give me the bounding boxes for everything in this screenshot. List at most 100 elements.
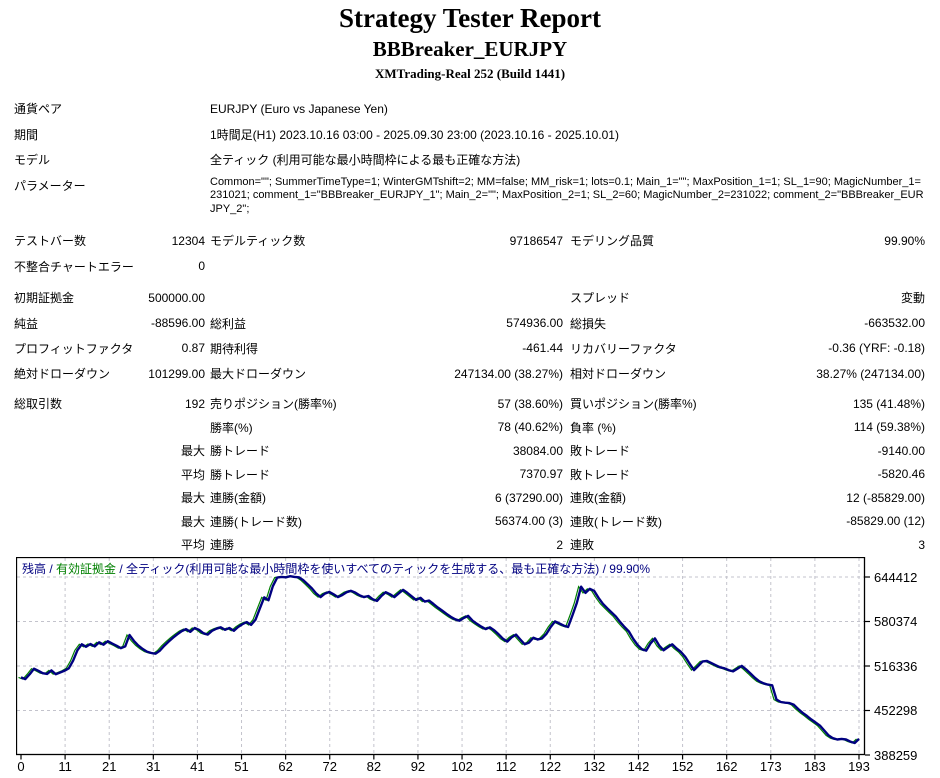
- stat-value: 99.90%: [884, 233, 925, 248]
- x-axis-label: 173: [759, 759, 782, 774]
- x-axis-label: 82: [366, 759, 382, 774]
- stat-label: 連敗: [570, 538, 595, 553]
- stat-value: 12 (-85829.00): [846, 490, 925, 505]
- stat-label: 不整合チャートエラー: [14, 259, 134, 274]
- stat-label: モデリング品質: [570, 234, 655, 249]
- x-axis-label: 132: [583, 759, 606, 774]
- stats-row: 純益 -88596.00 総利益 574936.00 総損失 -663532.00: [14, 310, 925, 335]
- stats-row: テストバー数 12304 モデルティック数 97186547 モデリング品質 99.90%: [14, 228, 925, 254]
- y-axis-label: 452298: [874, 703, 918, 718]
- report-header: Strategy Tester Report BBBreaker_EURJPY …: [0, 0, 940, 82]
- x-axis-label: 11: [58, 759, 72, 774]
- info-row: パラメーター Common=""; SummerTimeType=1; Winte…: [14, 173, 925, 233]
- y-axis-label: 516336: [874, 658, 918, 674]
- stat-label: 連敗(トレード数): [570, 514, 662, 529]
- stat-label: 勝トレード: [210, 467, 271, 482]
- legend-segment: /: [46, 562, 57, 576]
- stat-value: -85829.00 (12): [846, 514, 925, 529]
- stats-row: 平均 連勝 2 連敗 3: [14, 533, 925, 557]
- stat-value: 247134.00 (38.27%): [454, 366, 563, 381]
- stat-label: 総取引数: [14, 397, 63, 412]
- stats-row: 初期証拠金 500000.00 スプレッド 変動: [14, 285, 925, 310]
- stat-value: 97186547: [509, 233, 563, 248]
- stat-label: 敗トレード: [570, 467, 631, 482]
- stat-label: 相対ドローダウン: [570, 367, 667, 382]
- info-label: パラメーター: [14, 178, 86, 193]
- x-axis-label: 0: [17, 759, 25, 774]
- stat-value: 平均: [180, 538, 205, 553]
- x-axis-label: 162: [715, 759, 738, 774]
- x-axis-label: 31: [146, 759, 161, 774]
- info-value: 1時間足(H1) 2023.10.16 03:00 - 2025.09.30 2…: [210, 127, 619, 142]
- x-axis-label: 183: [804, 759, 826, 774]
- stats-row: 最大 連勝(金額) 6 (37290.00) 連敗(金額) 12 (-85829.00): [14, 486, 925, 510]
- stat-value: 192: [184, 396, 205, 411]
- test-info-table: 通貨ペア EURJPY (Euro vs Japanese Yen) 期間 1時間足(…: [14, 96, 925, 233]
- legend-segment: 有効証拠金: [56, 562, 117, 576]
- y-axis-label: 580374: [874, 614, 918, 629]
- stat-value: -461.44: [522, 341, 563, 356]
- stat-value: -5820.46: [877, 467, 925, 482]
- stats-row: プロフィットファクタ 0.87 期待利得 -461.44 リカバリーファクタ -0.36 …: [14, 336, 925, 361]
- y-axis-label: 644412: [874, 569, 918, 585]
- stat-value: 57 (38.60%): [497, 396, 563, 411]
- stat-label: 負率 (%): [570, 420, 616, 435]
- stats-row: 最大 勝トレード 38084.00 敗トレード -9140.00: [14, 439, 925, 463]
- stats-row: 絶対ドローダウン 101299.00 最大ドローダウン 247134.00 (38.2…: [14, 361, 925, 386]
- stat-label: 総損失: [570, 316, 607, 331]
- stat-label: 連勝: [210, 538, 235, 553]
- stat-label: テストバー数: [14, 234, 87, 249]
- stat-label: 初期証拠金: [14, 291, 75, 306]
- stat-label: 期待利得: [210, 341, 259, 356]
- info-label: モデル: [14, 153, 51, 168]
- stat-value: 78 (40.62%): [497, 420, 563, 435]
- info-value: EURJPY (Euro vs Japanese Yen): [210, 101, 388, 116]
- x-axis-label: 102: [451, 759, 473, 774]
- balance-chart: 残高 / 有効証拠金 / 全ティック(利用可能な最小時間枠を使いすべてのティック…: [16, 557, 940, 778]
- stats-row: 平均 勝トレード 7370.97 敗トレード -5820.46: [14, 463, 925, 487]
- x-axis-label: 152: [671, 759, 694, 774]
- stat-value: 3: [918, 537, 925, 552]
- stat-value: -0.36 (YRF: -0.18): [828, 341, 925, 356]
- info-row: 期間 1時間足(H1) 2023.10.16 03:00 - 2025.09.30…: [14, 122, 925, 148]
- ea-name: BBBreaker_EURJPY: [372, 37, 568, 61]
- stat-value: 56374.00 (3): [494, 514, 563, 529]
- x-axis-label: 193: [848, 759, 870, 774]
- stat-value: 0.87: [181, 341, 205, 356]
- x-axis-label: 112: [495, 759, 517, 774]
- stat-value: 101299.00: [148, 366, 205, 381]
- stat-label: プロフィットファクタ: [14, 341, 134, 356]
- stat-label: リカバリーファクタ: [570, 341, 677, 356]
- x-axis-label: 41: [190, 759, 205, 774]
- stat-value: 500000.00: [148, 290, 205, 305]
- stat-value: 0: [198, 259, 205, 274]
- y-axis-label: 388259: [874, 747, 918, 763]
- server-build: XMTrading-Real 252 (Build 1441): [374, 66, 566, 81]
- stat-value: 平均: [180, 467, 205, 482]
- stat-label: 純益: [14, 316, 39, 331]
- stat-label: モデルティック数: [210, 234, 306, 249]
- chart-canvas: [16, 557, 870, 760]
- stat-value: -88596.00: [150, 316, 205, 331]
- stat-value: 最大: [180, 491, 205, 506]
- stat-label: 敗トレード: [570, 444, 631, 459]
- stats-row: 不整合チャートエラー 0: [14, 254, 925, 280]
- stat-value: 最大: [180, 444, 205, 459]
- x-axis-label: 92: [410, 759, 426, 774]
- stat-label: 勝トレード: [210, 444, 271, 459]
- stat-value: 2: [556, 537, 563, 552]
- stat-value: -663532.00: [864, 316, 925, 331]
- x-axis-label: 21: [101, 759, 117, 774]
- info-row: 通貨ペア EURJPY (Euro vs Japanese Yen): [14, 96, 925, 122]
- stat-value: 変動: [900, 291, 925, 306]
- stat-value: 最大: [180, 514, 205, 529]
- x-axis-label: 62: [278, 759, 293, 774]
- model-stats-table: テストバー数 12304 モデルティック数 97186547 モデリング品質 99.90%…: [14, 228, 925, 279]
- stat-label: 勝率(%): [210, 420, 253, 435]
- stat-value: 6 (37290.00): [494, 490, 563, 505]
- stats-row: 総取引数 192 売りポジション(勝率%) 57 (38.60%) 買いポジション(勝率…: [14, 392, 925, 416]
- info-row: モデル 全ティック (利用可能な最小時間枠による最も正確な方法): [14, 147, 925, 173]
- x-axis-label: 72: [322, 759, 337, 774]
- stat-value: 7370.97: [519, 467, 563, 482]
- info-label: 通貨ペア: [14, 102, 63, 117]
